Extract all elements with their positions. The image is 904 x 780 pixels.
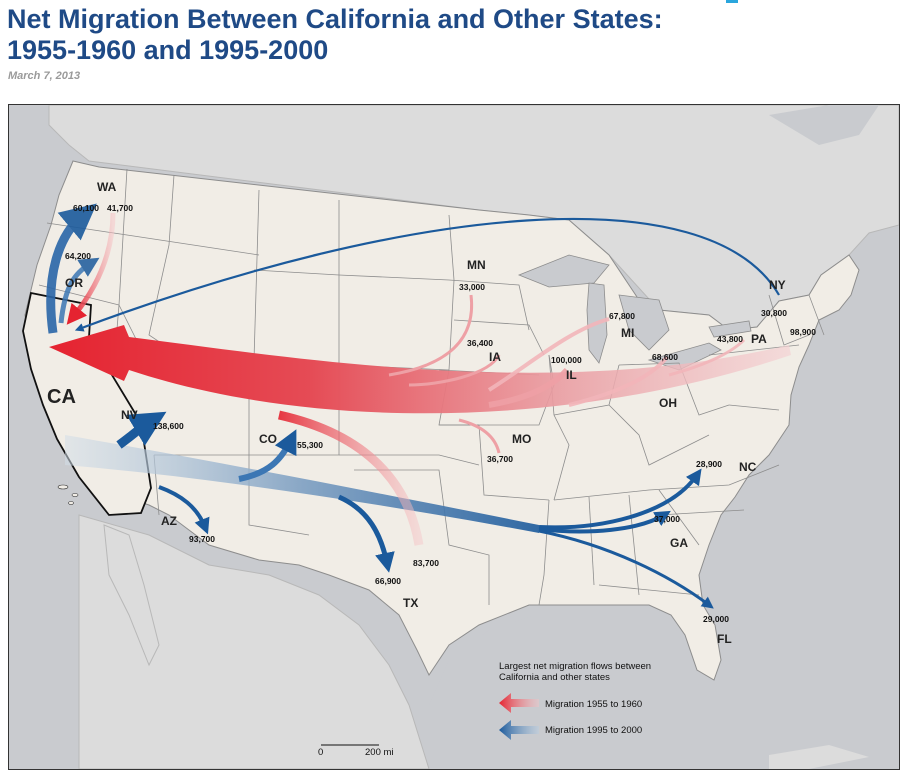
state-label-fl: FL [717,632,732,646]
scale-start: 0 [318,747,323,758]
state-label-nv: NV [121,408,138,422]
flow-value-il-1955: 100,000 [551,355,582,365]
lake-superior [517,254,610,288]
flow-trib-oh [568,355,669,407]
flow-arrow-fl [538,529,714,609]
state-label-or: OR [65,276,83,290]
legend: Largest net migration flows between Cali… [499,661,651,740]
flow-value-wa-1995: 60,100 [73,203,99,213]
flow-value-pa-1955a: 43,800 [717,334,743,344]
flow-arrow-nv [116,411,167,449]
migration-map: WA OR CA NV AZ CO TX MN IA MO IL MI OH PA NY NC GA FL 60,… [8,104,900,770]
legend-swatch-1955 [499,693,539,713]
flow-value-oh-1955: 68,600 [652,352,678,362]
flow-trib-pa [668,338,746,377]
legend-item-1955: Migration 1955 to 1960 [545,699,642,710]
legend-title-line2: California and other states [499,672,610,683]
flow-value-mo-1955: 36,700 [487,454,513,464]
state-label-tx: TX [403,596,418,610]
flow-value-ny-1955: 98,900 [790,327,816,337]
flow-arrow-tx-1995 [337,494,395,573]
flow-value-co-1995: 55,300 [297,440,323,450]
flow-trib-il [488,367,570,408]
channel-islands [57,484,79,505]
state-label-mo: MO [512,432,531,446]
flow-labels: 60,100 41,700 64,200 33,000 36,400 67,800 100,… [65,203,816,624]
state-labels: WA OR CA NV AZ CO TX MN IA MO IL MI OH PA NY NC GA FL [47,180,786,646]
cuba-land [769,745,869,769]
flow-arrow-tx-1955 [278,410,424,546]
state-label-mi: MI [621,326,634,340]
legend-swatch-1995 [499,720,539,740]
flow-value-ny-1995: 30,800 [761,308,787,318]
lake-huron [618,294,670,351]
legend-item-1995: Migration 1995 to 2000 [545,725,642,736]
state-label-az: AZ [161,514,177,528]
map-canvas: WA OR CA NV AZ CO TX MN IA MO IL MI OH PA NY NC GA FL 60,… [22,105,899,769]
scale-end: 200 mi [365,747,394,758]
flow-value-tx-1995: 66,900 [375,576,401,586]
flow-arrow-nc [538,468,702,530]
state-label-ga: GA [670,536,688,550]
flow-trib-mn [388,294,474,377]
flow-trib-mo [458,418,501,454]
flow-value-nv-1995: 138,600 [153,421,184,431]
state-label-il: IL [566,368,577,382]
flow-value-mi-1955: 67,800 [609,311,635,321]
flow-value-nc-1995: 28,900 [696,459,722,469]
flow-value-fl-1995: 29,000 [703,614,729,624]
flow-trib-ia [408,354,501,387]
accent-bar [726,0,738,3]
hudson-water [769,105,879,145]
mexico-land [78,514,430,769]
state-label-ca: CA [47,386,76,408]
state-label-ny: NY [769,278,786,292]
flow-arrow-co [238,429,297,482]
state-label-mn: MN [467,258,486,272]
flow-arrow-wa [46,203,97,334]
flow-value-ia-1955: 36,400 [467,338,493,348]
flow-value-mn-1955: 33,000 [459,282,485,292]
legend-title-line1: Largest net migration flows between [499,661,651,672]
gulf-water [429,610,709,769]
baja-land [103,524,160,667]
flow-value-wa-1955: 41,700 [107,203,133,213]
publication-date: March 7, 2013 [8,70,81,82]
flow-value-or-1995: 64,200 [65,251,91,261]
state-label-co: CO [259,432,277,446]
page-title: Net Migration Between California and Oth… [7,4,663,65]
flow-arrow-ga [538,510,671,534]
flow-arrow-az [158,485,210,535]
scale-bar: 0 200 mi [318,744,394,758]
state-label-pa: PA [751,332,767,346]
state-label-oh: OH [659,396,677,410]
state-label-nc: NC [739,460,757,474]
flow-value-az-1995: 93,700 [189,534,215,544]
lake-ontario [708,320,752,338]
flow-band-southeast [65,435,539,533]
flow-arrow-ny [74,217,780,332]
state-label-ia: IA [489,350,501,364]
flow-trib-mi [487,317,610,392]
flow-arrow-wa-1955 [66,212,116,325]
state-label-wa: WA [97,180,117,194]
flow-arrow-or [58,257,100,324]
flow-value-ga-1995: 37,000 [654,514,680,524]
flow-value-tx-1955: 83,700 [413,558,439,568]
